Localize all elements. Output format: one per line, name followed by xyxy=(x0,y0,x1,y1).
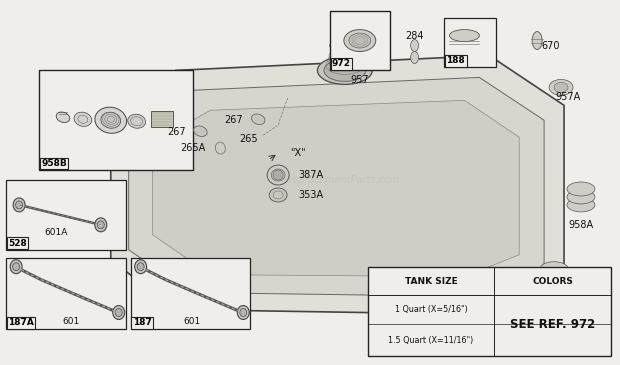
Ellipse shape xyxy=(271,169,285,181)
Ellipse shape xyxy=(12,263,20,271)
Text: COLORS: COLORS xyxy=(532,277,573,285)
Ellipse shape xyxy=(330,39,360,53)
Bar xyxy=(445,18,496,68)
Text: "X": "X" xyxy=(290,148,306,158)
Ellipse shape xyxy=(554,82,568,92)
Text: 353A: 353A xyxy=(298,190,323,200)
Ellipse shape xyxy=(252,114,265,124)
Ellipse shape xyxy=(113,306,125,319)
Text: 601: 601 xyxy=(62,317,79,326)
Text: 601A: 601A xyxy=(44,228,68,237)
Ellipse shape xyxy=(240,308,247,316)
Ellipse shape xyxy=(324,59,366,81)
Text: TANK SIZE: TANK SIZE xyxy=(405,277,458,285)
Ellipse shape xyxy=(13,198,25,212)
Text: eReplacementParts.com: eReplacementParts.com xyxy=(280,175,400,185)
Ellipse shape xyxy=(95,218,107,232)
Text: SEE REF. 972: SEE REF. 972 xyxy=(510,318,595,331)
Bar xyxy=(151,111,172,127)
Circle shape xyxy=(273,170,283,180)
Text: 187A: 187A xyxy=(8,318,34,327)
Ellipse shape xyxy=(410,51,418,64)
Bar xyxy=(368,267,611,356)
Ellipse shape xyxy=(16,201,22,209)
Ellipse shape xyxy=(450,30,479,42)
Ellipse shape xyxy=(317,57,372,84)
Ellipse shape xyxy=(267,165,289,185)
Ellipse shape xyxy=(135,260,146,274)
Polygon shape xyxy=(111,55,564,315)
Text: 670: 670 xyxy=(541,41,560,50)
Ellipse shape xyxy=(137,263,144,271)
Text: 1.5 Quart (X=11/16"): 1.5 Quart (X=11/16") xyxy=(388,336,474,345)
Ellipse shape xyxy=(56,112,69,123)
Text: 265A: 265A xyxy=(180,143,205,153)
Text: 601: 601 xyxy=(184,317,201,326)
Ellipse shape xyxy=(567,182,595,196)
Bar xyxy=(39,70,193,170)
Text: 284: 284 xyxy=(405,31,424,41)
Text: 188: 188 xyxy=(446,57,465,65)
Bar xyxy=(330,11,390,70)
Text: 187: 187 xyxy=(133,318,151,327)
Ellipse shape xyxy=(549,80,573,95)
Text: 958A: 958A xyxy=(569,220,593,230)
Ellipse shape xyxy=(410,39,418,51)
Text: 528: 528 xyxy=(8,239,27,248)
Ellipse shape xyxy=(349,33,371,48)
Ellipse shape xyxy=(128,114,146,128)
Ellipse shape xyxy=(532,32,542,50)
Text: 265: 265 xyxy=(239,134,258,144)
Text: 957: 957 xyxy=(350,76,369,85)
Text: 267: 267 xyxy=(224,115,243,125)
Bar xyxy=(6,258,126,330)
Ellipse shape xyxy=(237,306,249,319)
Ellipse shape xyxy=(344,30,376,51)
Ellipse shape xyxy=(540,270,568,284)
Ellipse shape xyxy=(269,188,287,202)
Text: 972: 972 xyxy=(332,59,351,68)
Ellipse shape xyxy=(95,107,126,133)
Bar xyxy=(6,180,126,250)
Text: 267: 267 xyxy=(167,127,185,137)
Ellipse shape xyxy=(193,126,207,137)
Text: 1 Quart (X=5/16"): 1 Quart (X=5/16") xyxy=(394,305,467,314)
Text: 958B: 958B xyxy=(41,159,67,168)
Ellipse shape xyxy=(10,260,22,274)
Ellipse shape xyxy=(101,112,121,128)
Ellipse shape xyxy=(74,112,92,126)
Polygon shape xyxy=(153,100,519,277)
Ellipse shape xyxy=(540,278,568,292)
Text: 957A: 957A xyxy=(555,92,580,102)
Text: 958: 958 xyxy=(545,292,564,301)
Bar xyxy=(131,258,250,330)
Ellipse shape xyxy=(540,262,568,276)
Text: 387A: 387A xyxy=(298,170,323,180)
Ellipse shape xyxy=(335,41,355,50)
Ellipse shape xyxy=(115,308,122,316)
Ellipse shape xyxy=(97,221,104,229)
Ellipse shape xyxy=(567,190,595,204)
Ellipse shape xyxy=(567,198,595,212)
Polygon shape xyxy=(129,77,544,297)
